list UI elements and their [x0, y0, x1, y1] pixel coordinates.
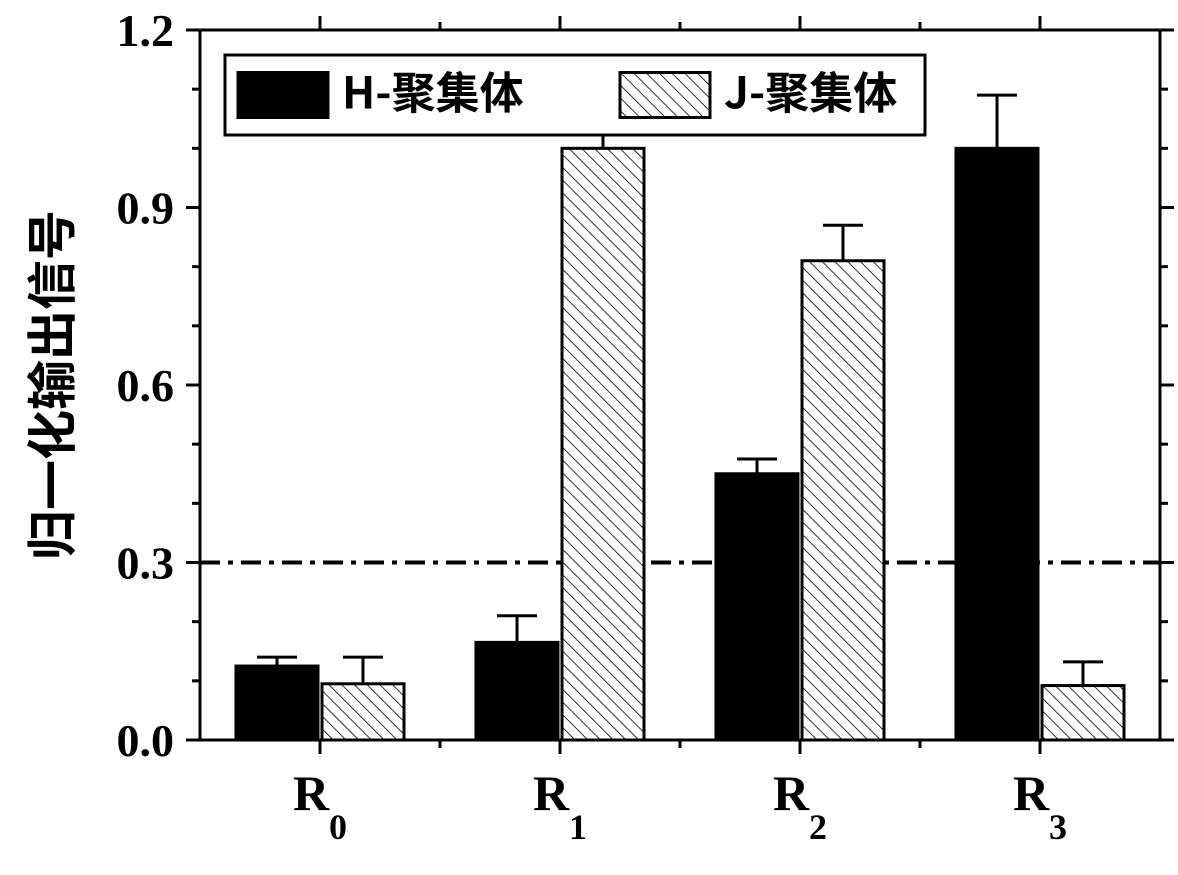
y-axis-title: 归一化输出信号: [13, 210, 85, 560]
bar: [562, 148, 644, 740]
bar-chart: 0.00.30.60.91.2归一化输出信号R0R1R2R3H-聚集体J-聚集体: [0, 0, 1178, 875]
bar: [236, 666, 318, 740]
bar: [476, 642, 558, 740]
legend-swatch: [238, 73, 328, 118]
bar: [802, 261, 884, 740]
y-tick-label: 0.0: [117, 715, 175, 766]
y-tick-label: 1.2: [117, 5, 175, 56]
bar: [956, 148, 1038, 740]
y-tick-label: 0.6: [117, 360, 175, 411]
legend-label: J-聚集体: [724, 58, 897, 122]
y-tick-label: 0.3: [117, 538, 175, 589]
y-tick-label: 0.9: [117, 183, 175, 234]
bar: [1042, 686, 1124, 740]
legend-label: H-聚集体: [342, 58, 524, 122]
bar: [322, 684, 404, 740]
legend-swatch: [620, 73, 710, 118]
bar: [716, 474, 798, 740]
